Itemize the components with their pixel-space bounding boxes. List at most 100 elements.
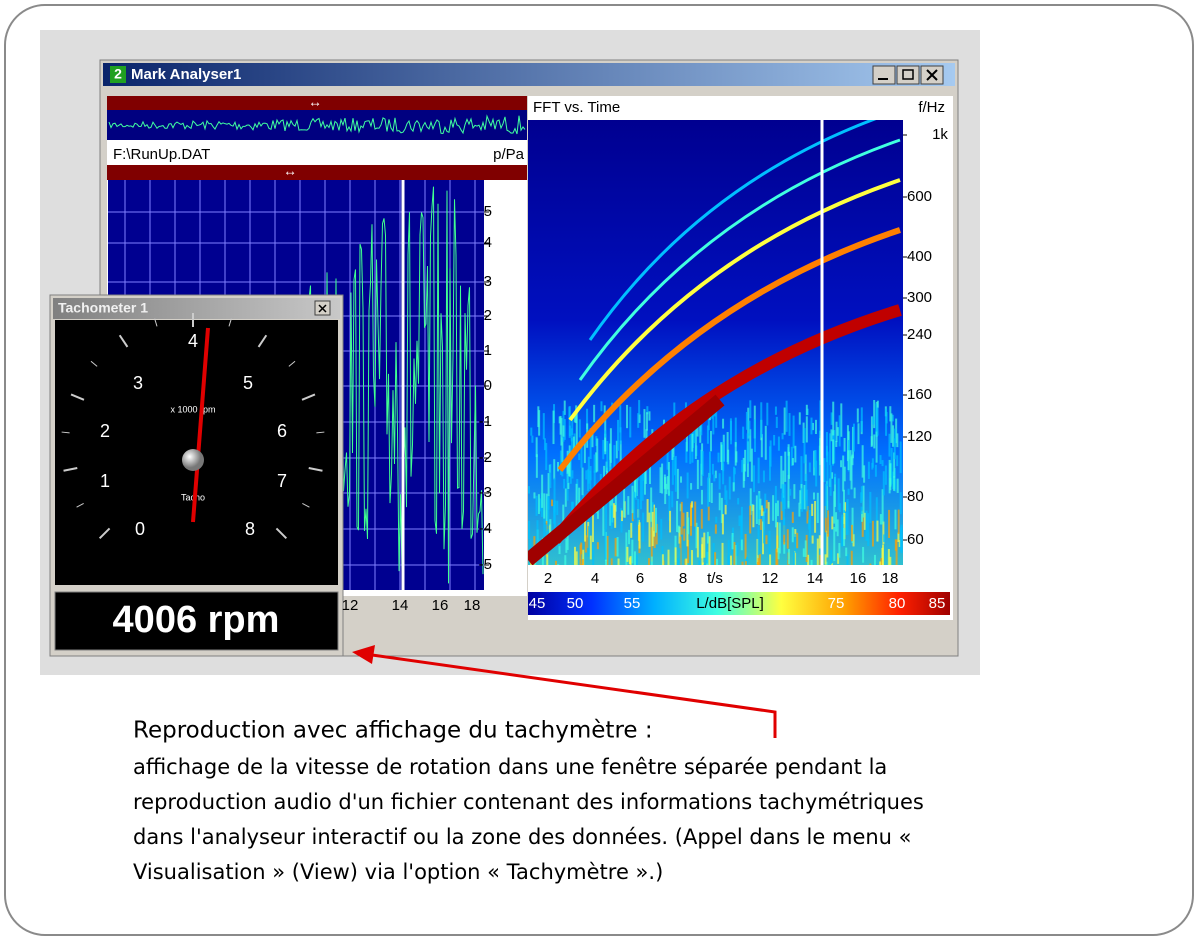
noise (707, 477, 709, 506)
noise (590, 466, 592, 480)
noise (840, 460, 842, 467)
window-buttons[interactable] (873, 66, 943, 84)
noise (703, 533, 705, 558)
dial-number: 4 (188, 331, 198, 351)
noise (782, 484, 784, 503)
noise (868, 462, 870, 479)
noise (872, 417, 874, 425)
noise (873, 434, 875, 448)
y-tick-label: -5 (479, 556, 492, 573)
noise (715, 517, 717, 523)
noise (556, 501, 558, 515)
window-title: Mark Analyser1 (131, 66, 241, 83)
y-tick-label: -2 (479, 449, 492, 466)
noise (777, 501, 779, 517)
noise (773, 435, 775, 446)
noise (634, 551, 636, 566)
noise (647, 499, 649, 522)
noise (793, 552, 795, 567)
noise (548, 473, 550, 496)
noise (869, 492, 871, 523)
noise (833, 527, 835, 561)
minimize-button[interactable] (873, 66, 895, 84)
noise (602, 503, 604, 536)
noise (786, 401, 788, 432)
x-tick-label: 16 (432, 597, 449, 614)
noise (619, 405, 621, 432)
noise (768, 502, 770, 524)
noise (652, 512, 654, 546)
colorbar-label: 85 (929, 595, 946, 612)
noise (533, 492, 535, 498)
y-tick-label: 160 (907, 386, 932, 403)
noise (888, 510, 890, 538)
noise (896, 455, 898, 466)
x-tick-label: 2 (544, 570, 552, 587)
noise (857, 423, 859, 444)
noise (602, 440, 604, 459)
noise (758, 526, 760, 555)
noise (562, 425, 564, 436)
noise (639, 414, 641, 423)
noise (594, 455, 596, 473)
window-badge: 2 (114, 66, 122, 82)
x-tick-label: 12 (342, 597, 359, 614)
waveform-unit: p/Pa (493, 146, 525, 163)
noise (806, 405, 808, 415)
noise (867, 513, 869, 546)
noise (819, 535, 821, 548)
noise (851, 455, 853, 466)
noise (775, 407, 777, 415)
noise (725, 505, 727, 515)
x-tick-label: 18 (464, 597, 481, 614)
noise (588, 526, 590, 556)
noise (843, 528, 845, 546)
noise (826, 452, 828, 487)
noise (895, 539, 897, 550)
noise (646, 412, 648, 430)
noise (536, 437, 538, 457)
maximize-button[interactable] (897, 66, 919, 84)
noise (528, 486, 530, 493)
noise (742, 427, 744, 439)
zoom-arrows: ↔ (283, 163, 297, 179)
noise (775, 503, 777, 527)
noise (745, 534, 747, 559)
noise (729, 477, 731, 500)
noise (727, 450, 729, 465)
noise (631, 540, 633, 564)
noise (823, 458, 825, 482)
noise (671, 491, 673, 507)
noise (780, 456, 782, 489)
noise (543, 493, 545, 518)
noise (707, 532, 709, 544)
noise (733, 482, 735, 491)
x-tick-label: 8 (679, 570, 687, 587)
noise (604, 430, 606, 437)
noise (844, 438, 846, 452)
noise (746, 412, 748, 430)
noise (817, 493, 819, 523)
noise (694, 502, 696, 527)
noise (565, 489, 567, 507)
noise (611, 506, 613, 529)
noise (669, 511, 671, 533)
noise (536, 454, 538, 478)
noise (871, 436, 873, 447)
noise (877, 401, 879, 408)
noise (597, 542, 599, 549)
noise (593, 405, 595, 422)
noise (720, 442, 722, 462)
noise (722, 514, 724, 534)
noise (628, 530, 630, 544)
noise (631, 486, 633, 513)
noise (697, 460, 699, 489)
y-tick-label: 400 (907, 248, 932, 265)
x-tick-label: 18 (882, 570, 899, 587)
noise (894, 438, 896, 459)
noise (853, 424, 855, 452)
dial-number: 5 (243, 373, 253, 393)
caption-line: dans l'analyseur interactif ou la zone d… (133, 825, 912, 849)
noise (900, 441, 902, 473)
noise (885, 465, 887, 484)
